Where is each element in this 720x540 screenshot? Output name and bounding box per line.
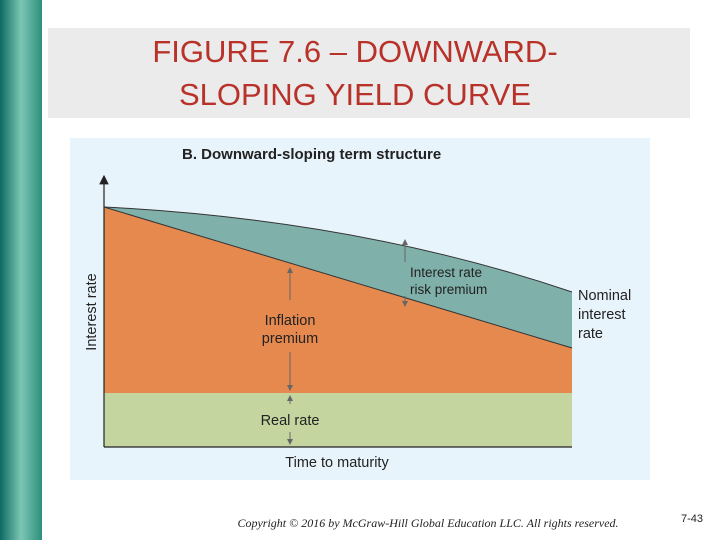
inflation-line	[103, 206, 573, 349]
title: FIGURE 7.6 – DOWNWARD-	[152, 34, 557, 69]
inflation-label: Inflation	[265, 313, 316, 329]
nominal-label: interest	[578, 307, 626, 323]
real-rate-label: Real rate	[261, 413, 320, 429]
copyright: Copyright © 2016 by McGraw-Hill Global E…	[237, 516, 618, 530]
title-box	[48, 28, 690, 118]
nominal-label: Nominal	[578, 288, 631, 304]
decorative-strip	[0, 0, 42, 540]
inflation-area	[104, 207, 572, 393]
y-axis-label: Interest rate	[84, 273, 100, 350]
title: SLOPING YIELD CURVE	[179, 77, 531, 112]
risk-premium-label: risk premium	[410, 282, 487, 297]
risk-premium-label: Interest rate	[410, 265, 482, 280]
x-axis-label: Time to maturity	[285, 455, 389, 471]
inflation-label: premium	[262, 331, 318, 347]
nominal-curve	[103, 206, 573, 293]
page-number: 7-43	[681, 513, 703, 525]
real-rate-band	[104, 393, 572, 447]
figure-heading: B. Downward-sloping term structure	[182, 146, 441, 163]
nominal-label: rate	[578, 326, 603, 342]
